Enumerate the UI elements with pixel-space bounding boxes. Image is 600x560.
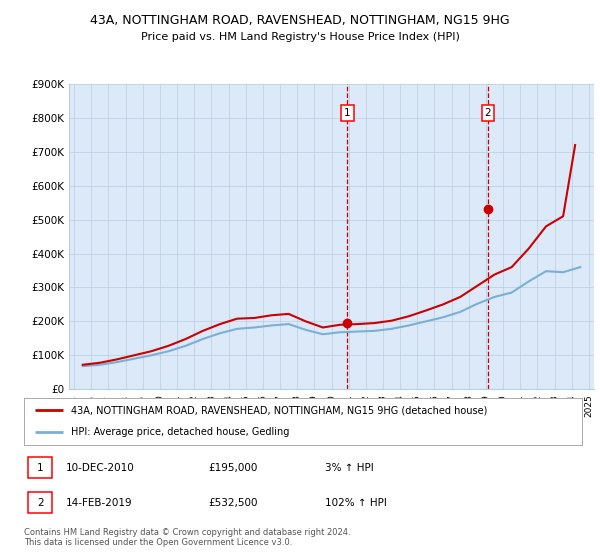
Text: 102% ↑ HPI: 102% ↑ HPI (325, 498, 387, 507)
Text: Price paid vs. HM Land Registry's House Price Index (HPI): Price paid vs. HM Land Registry's House … (140, 32, 460, 43)
Text: £532,500: £532,500 (208, 498, 257, 507)
Text: HPI: Average price, detached house, Gedling: HPI: Average price, detached house, Gedl… (71, 427, 290, 437)
Text: £195,000: £195,000 (208, 463, 257, 473)
Text: 2: 2 (37, 498, 43, 507)
FancyBboxPatch shape (28, 457, 52, 478)
Text: 43A, NOTTINGHAM ROAD, RAVENSHEAD, NOTTINGHAM, NG15 9HG (detached house): 43A, NOTTINGHAM ROAD, RAVENSHEAD, NOTTIN… (71, 405, 488, 416)
Text: 3% ↑ HPI: 3% ↑ HPI (325, 463, 374, 473)
Text: Contains HM Land Registry data © Crown copyright and database right 2024.
This d: Contains HM Land Registry data © Crown c… (24, 528, 350, 547)
Text: 1: 1 (344, 108, 350, 118)
Text: 43A, NOTTINGHAM ROAD, RAVENSHEAD, NOTTINGHAM, NG15 9HG: 43A, NOTTINGHAM ROAD, RAVENSHEAD, NOTTIN… (90, 14, 510, 27)
Text: 1: 1 (37, 463, 43, 473)
Text: 14-FEB-2019: 14-FEB-2019 (66, 498, 133, 507)
Text: 2: 2 (485, 108, 491, 118)
Text: 10-DEC-2010: 10-DEC-2010 (66, 463, 134, 473)
FancyBboxPatch shape (28, 492, 52, 513)
